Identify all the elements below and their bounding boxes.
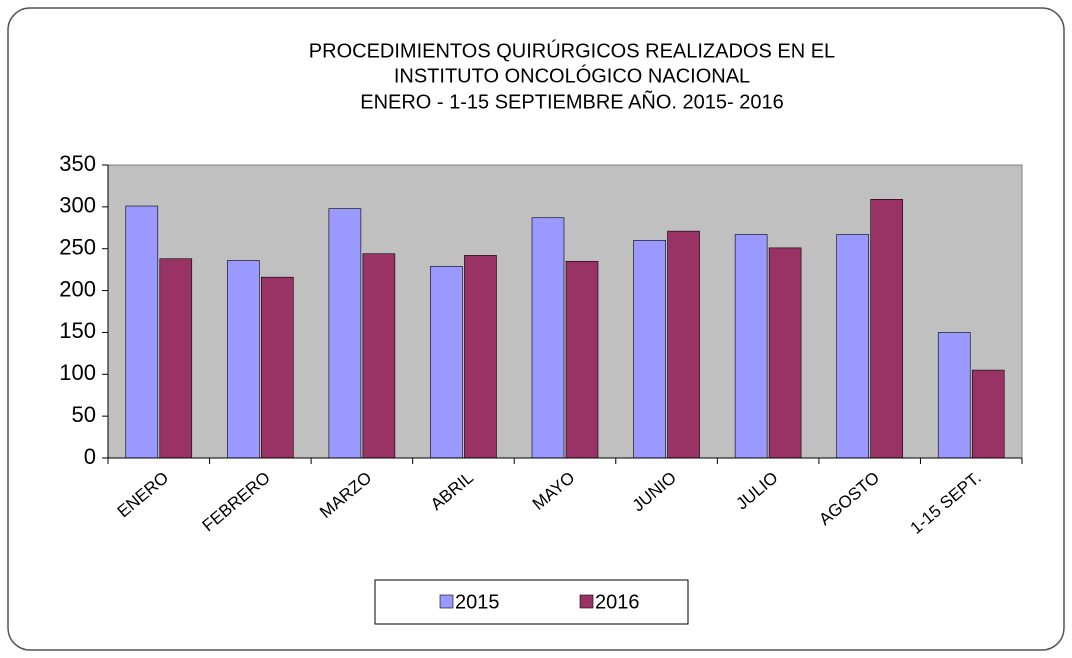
bar <box>667 230 700 459</box>
bar <box>362 253 396 459</box>
bar <box>159 258 193 459</box>
bar <box>971 369 1005 459</box>
bar <box>870 199 903 459</box>
bar <box>531 217 565 459</box>
y-tick-label: 250 <box>59 235 96 260</box>
bar <box>734 234 768 459</box>
bar <box>430 265 463 459</box>
y-tick-label: 300 <box>59 193 96 218</box>
y-tick-label: 200 <box>59 276 96 301</box>
bar <box>464 255 497 459</box>
chart-title: PROCEDIMIENTOS QUIRÚRGICOS REALIZADOS EN… <box>309 39 835 62</box>
bar <box>227 260 260 459</box>
legend-label: 2015 <box>455 591 500 613</box>
y-tick-label: 150 <box>59 318 96 343</box>
bar <box>768 247 802 459</box>
chart-title: INSTITUTO ONCOLÓGICO NACIONAL <box>394 64 750 87</box>
legend-box <box>374 579 689 625</box>
plot-area <box>107 164 1023 459</box>
legend-swatch <box>439 594 454 609</box>
legend-swatch <box>579 594 594 609</box>
bar <box>565 260 599 459</box>
bar <box>328 208 362 459</box>
y-tick-label: 0 <box>84 444 96 469</box>
bar <box>836 234 869 459</box>
y-tick-label: 100 <box>59 360 96 385</box>
y-tick-label: 50 <box>72 402 96 427</box>
bar <box>125 205 159 459</box>
bar <box>937 332 971 459</box>
chart-title: ENERO - 1-15 SEPTIEMBRE AÑO. 2015- 2016 <box>360 89 784 113</box>
legend-label: 2016 <box>595 591 640 613</box>
y-tick-label: 350 <box>59 151 96 176</box>
bar <box>633 240 666 459</box>
bar <box>261 276 294 459</box>
